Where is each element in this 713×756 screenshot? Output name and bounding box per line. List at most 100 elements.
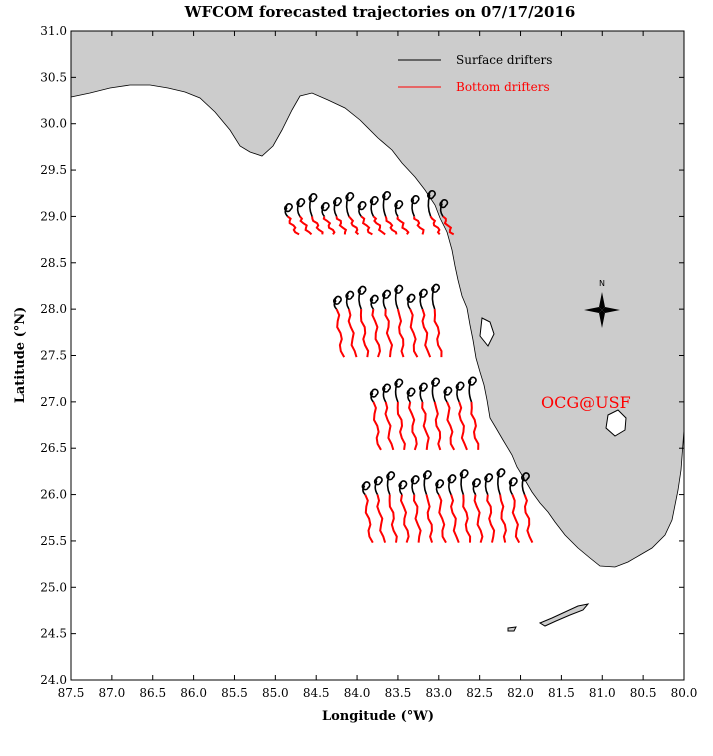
- surface-drifter-track: [431, 377, 441, 403]
- tampa-bay: [479, 317, 495, 347]
- x-tick-label: 84.5: [303, 686, 330, 700]
- y-tick-label: 29.0: [40, 209, 67, 223]
- bottom-drifter-track: [359, 309, 370, 358]
- bottom-drifter-track: [360, 215, 373, 236]
- bottom-drifter-track: [429, 215, 441, 236]
- bottom-drifter-track: [347, 308, 358, 358]
- surface-drifter-track: [373, 476, 383, 496]
- x-tick-label: 85.0: [262, 686, 289, 700]
- surface-drifter-track: [394, 378, 404, 403]
- bottom-drifter-track: [372, 401, 382, 451]
- surface-drifter-track: [361, 481, 371, 496]
- bottom-drifter-track: [412, 494, 422, 543]
- legend-surface-label: Surface drifters: [456, 53, 552, 67]
- surface-drifter-track: [508, 477, 518, 496]
- surface-drifter-track: [410, 195, 420, 217]
- x-tick-label: 86.5: [139, 686, 166, 700]
- surface-drifter-track: [422, 470, 432, 495]
- y-tick-label: 27.0: [40, 395, 67, 409]
- surface-drifter-track: [382, 383, 392, 403]
- bottom-drifter-track: [384, 401, 395, 451]
- west-key: [507, 626, 517, 632]
- surface-drifter-track: [426, 190, 436, 217]
- x-axis-title: Longitude (°W): [322, 709, 434, 724]
- surface-drifter-track: [382, 289, 392, 310]
- surface-drifter-track: [443, 386, 453, 403]
- y-tick-label: 31.0: [40, 24, 67, 38]
- legend-bottom-label: Bottom drifters: [456, 80, 550, 94]
- x-tick-label: 83.0: [425, 686, 452, 700]
- bottom-drifter-track: [335, 308, 346, 358]
- y-tick-label: 30.0: [40, 117, 67, 131]
- florida-keys: [538, 603, 590, 627]
- x-tick-label: 80.5: [630, 686, 657, 700]
- plot-area: N OCG@USF Surface drifters Bottom drifte…: [70, 30, 685, 681]
- bottom-drifter-track: [364, 494, 374, 544]
- surface-drifter-track: [308, 193, 318, 217]
- bottom-drifter-track: [421, 401, 430, 451]
- surface-drifter-track: [332, 295, 342, 310]
- surface-drifter-track: [467, 376, 477, 403]
- x-tick-label: 82.0: [507, 686, 534, 700]
- y-tick-label: 25.5: [40, 534, 67, 548]
- surface-drifter-track: [406, 387, 416, 403]
- surface-drifter-track: [369, 294, 379, 310]
- bottom-drifter-track: [408, 401, 418, 451]
- y-axis: 24.0 24.5 25.0 25.5 26.0 26.5 27.0 27.5 28.0 28.5…: [40, 24, 684, 687]
- y-tick-label: 24.5: [40, 627, 67, 641]
- surface-drifter-track: [455, 381, 465, 403]
- y-axis-title: Latitude (°N): [13, 307, 28, 404]
- y-tick-label: 25.0: [40, 580, 67, 594]
- bottom-drifter-track: [372, 215, 386, 236]
- surface-drifter-track: [435, 479, 445, 496]
- bottom-drifter-track: [425, 494, 434, 543]
- x-tick-label: 81.5: [548, 686, 575, 700]
- bottom-drifter-track: [399, 494, 410, 543]
- bottom-drifter-track: [348, 215, 360, 236]
- bottom-drifter-track: [473, 494, 484, 543]
- surface-drifter-track: [386, 471, 396, 495]
- surface-drifter-track: [357, 285, 367, 310]
- bottom-drifter-track: [442, 215, 455, 236]
- surface-drifter-track: [459, 469, 469, 495]
- y-tick-label: 28.5: [40, 256, 67, 270]
- y-tick-label: 26.5: [40, 441, 67, 455]
- x-tick-label: 87.5: [58, 686, 85, 700]
- bottom-drifter-track: [371, 308, 382, 358]
- x-tick-label: 82.5: [466, 686, 493, 700]
- north-arrow-icon: N: [584, 279, 620, 328]
- bottom-drifter-track: [322, 216, 336, 235]
- bottom-drifter-track: [499, 494, 507, 543]
- surface-drifter-track: [320, 202, 330, 217]
- surface-drifter-track: [369, 196, 379, 217]
- y-tick-label: 29.5: [40, 163, 67, 177]
- surface-drifter-track: [382, 191, 392, 217]
- y-tick-label: 28.0: [40, 302, 67, 316]
- surface-drifter-track: [410, 475, 420, 495]
- bottom-drifter-track: [523, 494, 534, 544]
- x-tick-label: 85.5: [221, 686, 248, 700]
- florida-landmass: [70, 30, 685, 568]
- bottom-drifter-track: [437, 494, 447, 544]
- x-tick-label: 81.0: [589, 686, 616, 700]
- credit-label: OCG@USF: [541, 393, 631, 412]
- bottom-drifter-track: [299, 215, 313, 236]
- surface-drifter-track: [418, 382, 428, 403]
- surface-drifter-track: [520, 472, 530, 495]
- bottom-drifter-track: [511, 494, 521, 544]
- bottom-drifter-track: [486, 494, 496, 543]
- bottom-drifter-track: [421, 308, 432, 358]
- y-tick-label: 26.0: [40, 488, 67, 502]
- lake-okeechobee: [605, 409, 627, 437]
- bottom-drifter-track: [409, 308, 419, 358]
- surface-drifter-track: [357, 201, 367, 217]
- surface-drifter-track: [296, 198, 306, 217]
- drifter-trajectories: [283, 190, 534, 544]
- surface-drifter-track: [471, 478, 481, 496]
- map-title: WFCOM forecasted trajectories on 07/17/2…: [184, 3, 576, 21]
- bottom-drifter-track: [433, 309, 443, 358]
- bottom-drifter-track: [433, 401, 442, 451]
- surface-drifter-track: [447, 474, 457, 495]
- bottom-drifter-track: [450, 494, 460, 543]
- surface-drifter-track: [406, 293, 416, 310]
